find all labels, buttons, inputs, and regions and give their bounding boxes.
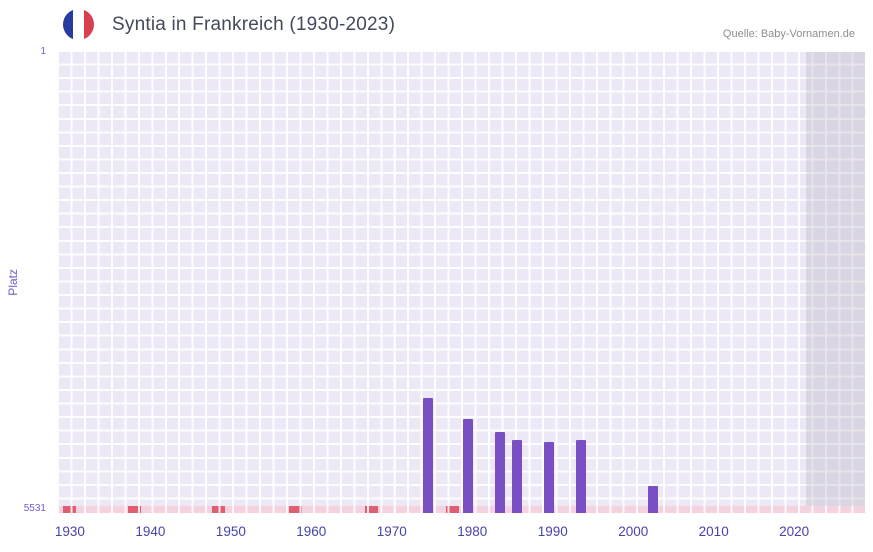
flag-blue-stripe	[63, 9, 74, 40]
baseline-mark-1958[interactable]	[288, 506, 302, 513]
x-tick-2000: 2000	[618, 524, 649, 539]
x-tick-1980: 1980	[457, 524, 488, 539]
recent-years-band	[806, 52, 865, 513]
chart-header: Syntia in Frankreich (1930-2023)	[63, 9, 395, 40]
rank-bar-1974[interactable]	[423, 397, 433, 513]
flag-white-stripe	[73, 9, 84, 40]
france-flag-icon	[63, 9, 94, 40]
chart-title: Syntia in Frankreich (1930-2023)	[112, 13, 396, 35]
rank-bar-1985[interactable]	[511, 440, 522, 513]
x-tick-1950: 1950	[215, 524, 246, 539]
rank-bar-1989[interactable]	[543, 442, 554, 513]
rank-bar-1993[interactable]	[575, 440, 586, 513]
y-axis-label: Platz	[6, 269, 20, 296]
rank-bar-1983[interactable]	[495, 431, 506, 513]
baseline-mark-1930[interactable]	[63, 506, 77, 513]
plot-area[interactable]	[57, 52, 865, 513]
y-tick-bottom: 5531	[23, 503, 46, 514]
baseline-mark-1948.5[interactable]	[212, 506, 226, 513]
baseline-mark-1977.5[interactable]	[445, 506, 459, 513]
y-axis-label-wrap: Platz	[6, 52, 20, 513]
x-tick-1940: 1940	[135, 524, 166, 539]
baseline-strip	[57, 506, 865, 513]
flag-red-stripe	[83, 9, 94, 40]
baseline-mark-1967.5[interactable]	[365, 506, 379, 513]
x-tick-1970: 1970	[376, 524, 407, 539]
baseline-mark-1938[interactable]	[127, 506, 141, 513]
rank-bar-1979[interactable]	[463, 418, 474, 513]
x-tick-1990: 1990	[537, 524, 568, 539]
x-tick-2010: 2010	[698, 524, 729, 539]
rank-bar-2002[interactable]	[648, 485, 659, 513]
x-tick-2020: 2020	[779, 524, 810, 539]
source-attribution: Quelle: Baby-Vornamen.de	[722, 28, 855, 40]
x-tick-1960: 1960	[296, 524, 327, 539]
y-tick-top: 1	[40, 46, 46, 57]
x-axis: 1930 1940 1950 1960 1970 1980 1990 2000 2010 2020	[54, 524, 865, 548]
x-tick-1930: 1930	[54, 524, 85, 539]
